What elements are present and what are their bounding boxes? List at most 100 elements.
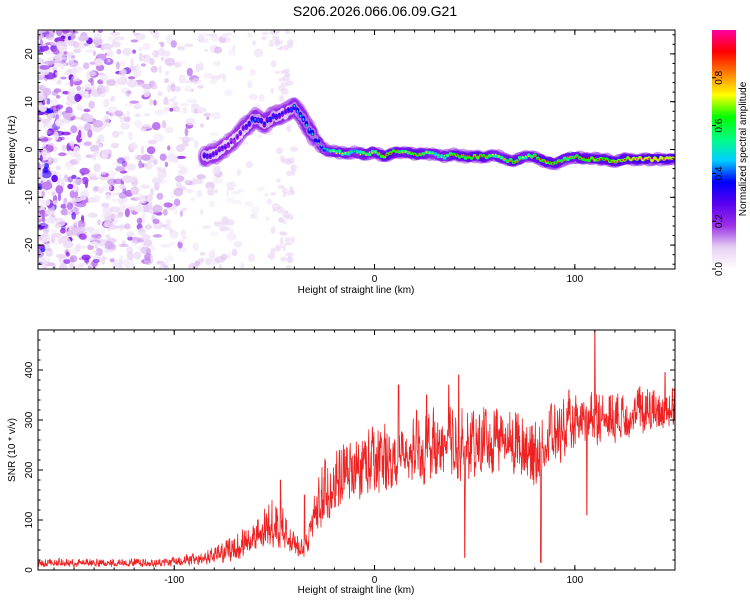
spectrogram-noise-blob xyxy=(284,242,293,246)
spectrogram-noise-blob xyxy=(164,255,175,263)
spectrogram-noise-blob xyxy=(94,58,103,66)
spectrogram-noise-blob xyxy=(155,212,163,216)
spectrogram-noise-blob xyxy=(61,144,67,152)
spectrogram-noise-blob xyxy=(197,85,204,89)
spectrogram-noise-blob xyxy=(89,237,99,242)
spectrogram-noise-blob xyxy=(54,53,60,62)
spectrogram-noise-blob xyxy=(217,223,229,228)
spectrogram-noise-blob xyxy=(129,142,139,150)
spectrogram-noise-blob xyxy=(56,30,63,37)
spectrogram-noise-blob xyxy=(134,119,143,128)
spectrogram-noise-blob xyxy=(250,213,258,220)
spectrogram-noise-blob xyxy=(164,78,170,84)
spectrogram-ridge-cell xyxy=(563,159,566,161)
spectrogram-noise-blob xyxy=(104,215,114,223)
spectrogram-ridge-cell xyxy=(316,139,321,144)
spectrogram-noise-blob xyxy=(158,65,162,74)
spectrogram-noise-blob xyxy=(41,118,50,123)
spectrogram-ridge-cell xyxy=(663,158,665,160)
figure-title: S206.2026.066.06.09.G21 xyxy=(293,3,457,19)
spectrogram-noise-blob xyxy=(114,110,124,117)
spectrogram-noise-blob xyxy=(109,258,115,263)
snr-y-ticks: 0 100 200 300 400 xyxy=(24,329,675,573)
spectrogram-noise-blob xyxy=(84,122,91,132)
spectrogram-noise-blob xyxy=(77,90,88,96)
spectrogram-noise-blob xyxy=(104,85,110,93)
spectrogram-noise-blob xyxy=(73,81,82,86)
spectrogram-ridge-cell xyxy=(290,107,293,111)
spectrogram-y-tick-label: -20 xyxy=(24,237,35,252)
spectrogram-noise-blob xyxy=(159,265,164,269)
spectrogram-ridge-cell xyxy=(248,121,251,125)
spectrogram-x-tick-label: -100 xyxy=(164,274,184,285)
spectrogram-noise-blob xyxy=(125,103,133,107)
spectrogram-noise-blob xyxy=(106,79,116,86)
spectrogram-ridge-cell xyxy=(538,158,543,162)
spectrogram-noise-blob xyxy=(53,88,62,93)
spectrogram-x-tick-label: 0 xyxy=(372,274,378,285)
spectrogram-noise-blob xyxy=(55,41,66,47)
spectrogram-ridge-cell xyxy=(497,155,500,158)
spectrogram-noise-blob xyxy=(42,167,49,174)
spectrogram-noise-blob xyxy=(261,31,269,36)
spectrogram-noise-blob xyxy=(196,190,203,197)
spectrogram-noise-blob xyxy=(138,52,143,62)
spectrogram-noise-blob xyxy=(85,73,91,81)
spectrogram-noise-blob xyxy=(249,68,256,76)
spectrogram-ridge-cell xyxy=(509,160,512,162)
spectrogram-noise-blob xyxy=(146,146,156,155)
spectrogram-ridge-cell xyxy=(544,160,549,164)
spectrogram-noise-blob xyxy=(247,253,256,262)
spectrogram-ridge-cell xyxy=(467,154,470,157)
spectrogram-noise-blob xyxy=(184,179,191,184)
spectrogram-ridge-cell xyxy=(334,150,339,154)
spectrogram-noise-blob xyxy=(277,217,285,223)
spectrogram-ridge-cell xyxy=(533,155,536,157)
spectrogram-noise-blob xyxy=(60,208,70,216)
spectrogram-ridge-cell xyxy=(603,158,605,161)
spectrogram-noise-blob xyxy=(162,50,171,57)
spectrogram-noise-blob xyxy=(121,160,128,168)
spectrogram-noise-blob xyxy=(280,256,287,262)
spectrogram-noise-blob xyxy=(79,167,90,175)
spectrogram-noise-blob xyxy=(207,187,213,191)
spectrogram-noise-blob xyxy=(55,165,61,170)
spectrogram-noise-blob xyxy=(112,130,120,138)
spectrogram-noise-blob xyxy=(180,103,189,107)
spectrogram-noise-blob xyxy=(173,61,182,68)
spectrogram-noise-blob xyxy=(64,161,71,167)
spectrogram-noise-blob xyxy=(122,205,126,209)
spectrogram-noise-blob xyxy=(50,98,59,107)
spectrogram-noise-blob xyxy=(42,264,48,269)
spectrogram-noise-blob xyxy=(173,187,184,197)
spectrogram-noise-blob xyxy=(89,156,95,161)
spectrogram-noise-blob xyxy=(45,199,51,206)
spectrogram-noise-blob xyxy=(271,203,281,211)
spectrogram-noise-blob xyxy=(81,254,91,261)
spectrogram-noise-blob xyxy=(153,99,157,106)
spectrogram-ridge-cell xyxy=(542,160,545,162)
spectrogram-noise-blob xyxy=(69,78,74,87)
spectrogram-noise-blob xyxy=(279,45,284,51)
spectrogram-noise-blob xyxy=(71,174,77,180)
spectrogram-ridge-cell xyxy=(367,152,372,157)
spectrogram-ridge-cell xyxy=(323,147,326,150)
spectrogram-noise-blob xyxy=(39,163,45,168)
spectrogram-noise-blob xyxy=(226,232,237,242)
spectrogram-ridge-cell xyxy=(353,150,356,152)
spectrogram-noise-blob xyxy=(55,104,64,110)
spectrogram-ridge-cell xyxy=(380,153,383,155)
spectrogram-ridge-cell xyxy=(526,153,531,157)
spectrogram-noise-blob xyxy=(41,181,53,190)
spectrogram-noise-blob xyxy=(111,191,115,198)
spectrogram-noise-blob xyxy=(111,260,115,267)
spectrogram-ridge-cell xyxy=(529,154,534,159)
spectrogram-ridge-cell xyxy=(400,149,405,154)
spectrogram-ridge-cell xyxy=(394,149,399,154)
spectrogram-noise-blob xyxy=(73,264,81,269)
spectrogram-ridge-cell xyxy=(434,154,437,157)
spectrogram-noise-blob xyxy=(38,96,44,104)
spectrogram-noise-blob xyxy=(132,49,137,54)
spectrogram-ridge-cell xyxy=(358,150,363,154)
spectrogram-noise-blob xyxy=(76,243,81,248)
